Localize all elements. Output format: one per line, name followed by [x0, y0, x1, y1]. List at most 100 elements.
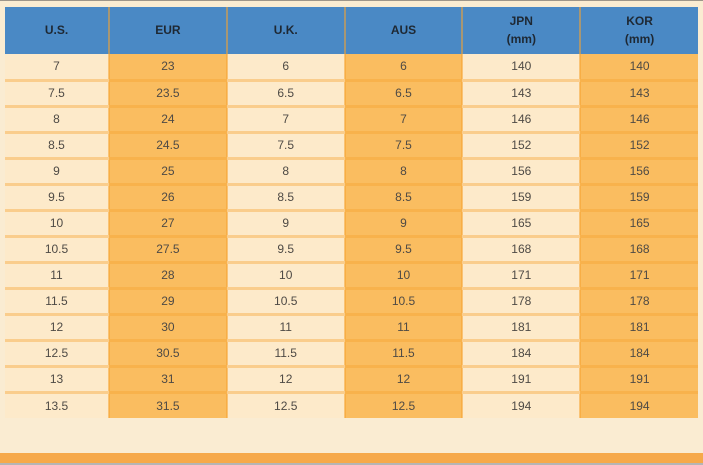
cell-kor: 181 — [579, 312, 698, 340]
cell-eur: 31 — [108, 364, 227, 392]
cell-uk: 11.5 — [225, 338, 345, 366]
table-row: 10.5 27.5 9.5 9.5 168 168 — [5, 234, 698, 262]
cell-aus: 8.5 — [343, 182, 463, 210]
cell-eur: 27.5 — [108, 234, 227, 262]
cell-us: 10 — [5, 208, 109, 236]
cell-kor: 146 — [579, 104, 698, 132]
table-row: 9 25 8 8 156 156 — [5, 156, 698, 184]
cell-eur: 24.5 — [108, 130, 227, 158]
cell-eur: 23 — [108, 54, 227, 80]
table-row: 11 28 10 10 171 171 — [5, 260, 698, 288]
column-header-sublabel: (mm) — [624, 31, 655, 46]
cell-aus: 10.5 — [343, 286, 463, 314]
cell-eur: 28 — [108, 260, 227, 288]
cell-eur: 26 — [108, 182, 227, 210]
table-row: 8 24 7 7 146 146 — [5, 104, 698, 132]
cell-aus: 6.5 — [343, 78, 463, 106]
cell-aus: 10 — [343, 260, 463, 288]
column-header-kor: KOR (mm) — [579, 7, 698, 54]
cell-us: 11 — [5, 260, 109, 288]
cell-uk: 10 — [225, 260, 345, 288]
cell-us: 12.5 — [5, 338, 109, 366]
cell-eur: 30.5 — [108, 338, 227, 366]
cell-kor: 171 — [579, 260, 698, 288]
cell-kor: 191 — [579, 364, 698, 392]
cell-aus: 9 — [343, 208, 463, 236]
cell-kor: 178 — [579, 286, 698, 314]
column-header-us: U.S. — [5, 7, 109, 54]
cell-uk: 6.5 — [225, 78, 345, 106]
table-bottom-strip — [0, 453, 703, 463]
table-row: 12.5 30.5 11.5 11.5 184 184 — [5, 338, 698, 366]
table-row: 13 31 12 12 191 191 — [5, 364, 698, 392]
cell-uk: 10.5 — [225, 286, 345, 314]
cell-uk: 12.5 — [225, 390, 345, 418]
cell-aus: 7.5 — [343, 130, 463, 158]
cell-uk: 6 — [225, 54, 345, 80]
cell-us: 9.5 — [5, 182, 109, 210]
cell-us: 11.5 — [5, 286, 109, 314]
cell-us: 10.5 — [5, 234, 109, 262]
size-conversion-table: U.S. EUR U.K. AUS JPN (mm) KOR (mm) 7 23 6 6 140 140… — [5, 7, 698, 418]
cell-eur: 25 — [108, 156, 227, 184]
table-row: 8.5 24.5 7.5 7.5 152 152 — [5, 130, 698, 158]
column-header-eur: EUR — [108, 7, 227, 54]
cell-kor: 143 — [579, 78, 698, 106]
cell-jpn: 146 — [461, 104, 581, 132]
cell-jpn: 159 — [461, 182, 581, 210]
cell-us: 7 — [5, 54, 109, 80]
cell-kor: 152 — [579, 130, 698, 158]
cell-uk: 7.5 — [225, 130, 345, 158]
cell-jpn: 140 — [461, 54, 581, 80]
cell-kor: 159 — [579, 182, 698, 210]
cell-aus: 7 — [343, 104, 463, 132]
table-header: U.S. EUR U.K. AUS JPN (mm) KOR (mm) — [5, 7, 698, 54]
cell-jpn: 152 — [461, 130, 581, 158]
cell-jpn: 165 — [461, 208, 581, 236]
table-container: U.S. EUR U.K. AUS JPN (mm) KOR (mm) 7 23 6 6 140 140… — [0, 1, 703, 418]
cell-eur: 31.5 — [108, 390, 227, 418]
table-row: 7.5 23.5 6.5 6.5 143 143 — [5, 78, 698, 106]
cell-aus: 6 — [343, 54, 463, 80]
cell-jpn: 191 — [461, 364, 581, 392]
table-row: 10 27 9 9 165 165 — [5, 208, 698, 236]
cell-eur: 30 — [108, 312, 227, 340]
cell-jpn: 184 — [461, 338, 581, 366]
table-bottom-edge-line — [0, 463, 703, 465]
cell-kor: 168 — [579, 234, 698, 262]
column-header-uk: U.K. — [225, 7, 345, 54]
header-row: U.S. EUR U.K. AUS JPN (mm) KOR (mm) — [5, 7, 698, 54]
cell-kor: 156 — [579, 156, 698, 184]
table-body: 7 23 6 6 140 140 7.5 23.5 6.5 6.5 143 143 8 24 7 7 146 14… — [5, 54, 698, 418]
cell-jpn: 194 — [461, 390, 581, 418]
column-header-jpn: JPN (mm) — [461, 7, 581, 54]
cell-us: 8 — [5, 104, 109, 132]
cell-eur: 29 — [108, 286, 227, 314]
cell-uk: 8.5 — [225, 182, 345, 210]
cell-jpn: 156 — [461, 156, 581, 184]
cell-kor: 165 — [579, 208, 698, 236]
cell-eur: 24 — [108, 104, 227, 132]
cell-jpn: 168 — [461, 234, 581, 262]
cell-us: 13 — [5, 364, 109, 392]
cell-aus: 11 — [343, 312, 463, 340]
cell-us: 7.5 — [5, 78, 109, 106]
table-row: 11.5 29 10.5 10.5 178 178 — [5, 286, 698, 314]
cell-us: 12 — [5, 312, 109, 340]
cell-uk: 11 — [225, 312, 345, 340]
cell-uk: 8 — [225, 156, 345, 184]
cell-uk: 12 — [225, 364, 345, 392]
cell-us: 13.5 — [5, 390, 109, 418]
cell-jpn: 143 — [461, 78, 581, 106]
cell-jpn: 171 — [461, 260, 581, 288]
cell-aus: 9.5 — [343, 234, 463, 262]
cell-aus: 12.5 — [343, 390, 463, 418]
table-row: 9.5 26 8.5 8.5 159 159 — [5, 182, 698, 210]
column-header-aus: AUS — [343, 7, 463, 54]
cell-eur: 27 — [108, 208, 227, 236]
table-row: 12 30 11 11 181 181 — [5, 312, 698, 340]
cell-jpn: 181 — [461, 312, 581, 340]
column-header-sublabel: (mm) — [506, 31, 536, 46]
cell-uk: 9.5 — [225, 234, 345, 262]
